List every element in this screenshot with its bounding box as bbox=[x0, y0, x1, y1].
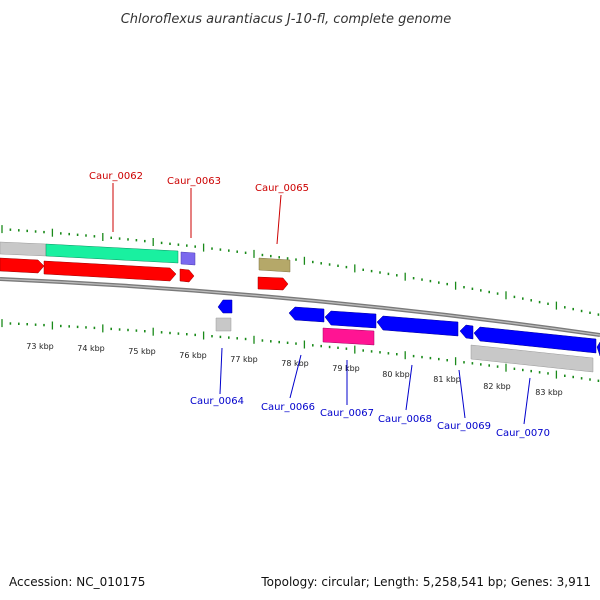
genome-backbone bbox=[0, 277, 600, 337]
gene-label-caur0064[interactable]: Caur_0064 bbox=[190, 396, 244, 407]
scale-label: 79 kbp bbox=[332, 364, 360, 373]
gene-label-caur0063[interactable]: Caur_0063 bbox=[167, 176, 221, 187]
scale-label: 73 kbp bbox=[26, 342, 54, 351]
feature-blue-arrow-0066[interactable] bbox=[288, 306, 325, 323]
gene-label-caur0062[interactable]: Caur_0062 bbox=[89, 171, 143, 182]
feature-caur0062-green[interactable] bbox=[45, 243, 179, 264]
lower-tick-track bbox=[1, 319, 600, 382]
feature-caur0063-purple[interactable] bbox=[180, 251, 196, 266]
gene-label-caur0069[interactable]: Caur_0069 bbox=[437, 421, 491, 432]
scale-labels: 73 kbp 74 kbp 75 kbp 76 kbp 77 kbp 78 kb… bbox=[26, 342, 563, 397]
feature-blue-arrow-0070[interactable] bbox=[473, 326, 597, 354]
top-gene-labels: Caur_0062 Caur_0063 Caur_0065 bbox=[89, 171, 309, 245]
bottom-gene-labels: Caur_0064 Caur_0066 Caur_0067 Caur_0068 … bbox=[190, 347, 550, 439]
feature-gray-0064[interactable] bbox=[215, 317, 232, 332]
genome-summary: Topology: circular; Length: 5,258,541 bp… bbox=[260, 575, 591, 589]
gene-label-caur0068[interactable]: Caur_0068 bbox=[378, 414, 432, 425]
gene-label-caur0066[interactable]: Caur_0066 bbox=[261, 402, 315, 413]
gene-label-caur0065[interactable]: Caur_0065 bbox=[255, 183, 309, 194]
accession-label: Accession: NC_010175 bbox=[9, 575, 145, 589]
feature-red-arrow-2[interactable] bbox=[43, 260, 177, 282]
feature-blue-arrow-0069[interactable] bbox=[459, 324, 474, 340]
scale-label: 82 kbp bbox=[483, 382, 511, 391]
reverse-features bbox=[215, 299, 600, 373]
feature-red-arrow-1[interactable] bbox=[0, 257, 45, 274]
gene-label-caur0070[interactable]: Caur_0070 bbox=[496, 428, 550, 439]
feature-blue-arrow-0064[interactable] bbox=[217, 299, 233, 314]
scale-label: 80 kbp bbox=[382, 370, 410, 379]
scale-label: 75 kbp bbox=[128, 347, 156, 356]
upper-tick-track bbox=[1, 225, 600, 316]
scale-label: 76 kbp bbox=[179, 351, 207, 360]
map-title: Chloroflexus aurantiacus J-10-fl, comple… bbox=[121, 12, 452, 27]
scale-label: 81 kbp bbox=[433, 375, 461, 384]
feature-blue-arrow-0068[interactable] bbox=[376, 315, 459, 337]
feature-red-arrow-3[interactable] bbox=[179, 268, 195, 283]
feature-caur0065-olive[interactable] bbox=[258, 257, 291, 273]
feature-blue-arrow-0067[interactable] bbox=[324, 310, 377, 329]
gene-label-caur0067[interactable]: Caur_0067 bbox=[320, 408, 374, 419]
feature-blue-arrow-edge[interactable] bbox=[596, 341, 600, 357]
scale-label: 77 kbp bbox=[230, 355, 258, 364]
scale-label: 74 kbp bbox=[77, 344, 105, 353]
scale-label: 83 kbp bbox=[535, 388, 563, 397]
feature-gray-band-top[interactable] bbox=[0, 241, 47, 257]
forward-features bbox=[0, 241, 291, 291]
feature-gray-0070[interactable] bbox=[470, 344, 594, 373]
feature-magenta-0067[interactable] bbox=[322, 327, 375, 346]
feature-red-arrow-4[interactable] bbox=[257, 276, 289, 291]
scale-label: 78 kbp bbox=[281, 359, 309, 368]
